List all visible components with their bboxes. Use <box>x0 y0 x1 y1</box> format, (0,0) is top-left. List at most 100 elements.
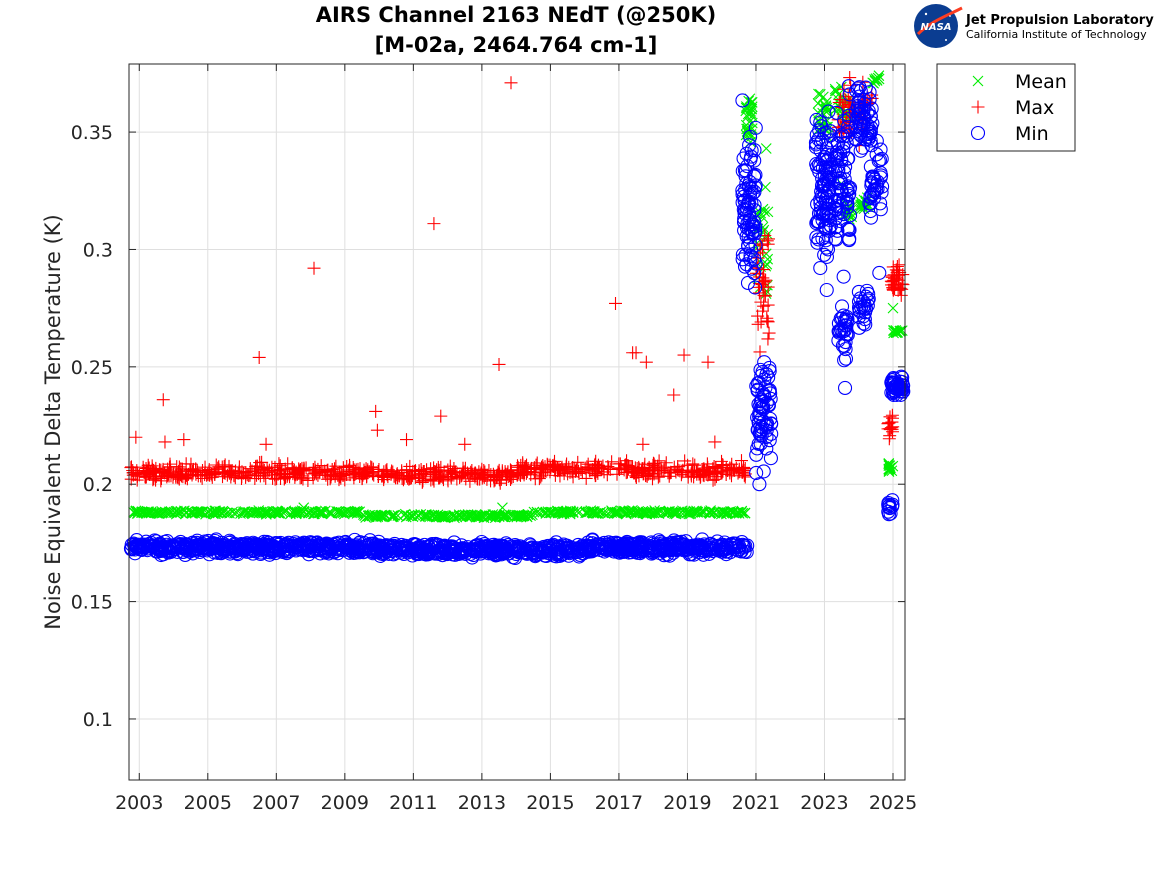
data-point-mean <box>343 506 355 517</box>
data-point-mean <box>645 507 656 519</box>
data-point-max <box>279 470 293 484</box>
y-tick-label: 0.1 <box>83 709 113 731</box>
data-point-mean <box>831 85 842 97</box>
data-point-max <box>417 467 431 481</box>
data-point-mean <box>616 505 627 517</box>
data-point-mean <box>163 507 174 519</box>
data-point-max <box>163 457 177 471</box>
data-point-mean <box>814 88 826 100</box>
data-point-mean <box>497 502 508 514</box>
data-point-max <box>706 473 720 487</box>
data-point-mean <box>398 509 410 521</box>
data-point-max <box>403 471 417 485</box>
data-point-mean <box>402 510 414 522</box>
data-point-mean <box>528 506 540 518</box>
x-tick-label: 2011 <box>389 792 437 814</box>
data-point-mean <box>464 511 476 523</box>
data-point-mean <box>372 511 384 523</box>
data-point-mean <box>888 327 899 339</box>
data-point-max <box>273 459 287 473</box>
data-point-mean <box>221 507 233 519</box>
data-point-max <box>490 470 504 484</box>
legend-mean-label: Mean <box>1015 71 1067 93</box>
data-point-mean <box>571 505 583 517</box>
data-point-mean <box>661 506 673 518</box>
data-point-mean <box>522 509 534 520</box>
data-point-max <box>358 465 372 479</box>
data-point-max <box>493 473 507 487</box>
data-point-mean <box>869 74 880 85</box>
data-point-mean <box>497 511 509 523</box>
data-point-max <box>257 469 271 483</box>
data-point-max <box>334 471 348 485</box>
data-point-max <box>191 465 205 479</box>
x-tick-label: 2007 <box>252 792 300 814</box>
data-point-max <box>495 464 509 478</box>
data-point-max <box>389 471 403 485</box>
data-point-max <box>639 469 653 483</box>
data-point-mean <box>203 506 214 518</box>
data-point-max <box>659 456 673 470</box>
data-point-mean <box>132 505 144 517</box>
data-point-mean <box>857 201 869 213</box>
data-point-mean <box>608 507 620 519</box>
x-tick-label: 2003 <box>115 792 163 814</box>
data-point-mean <box>812 98 824 109</box>
data-point-max <box>161 462 175 476</box>
data-point-mean <box>654 505 666 517</box>
x-tick-label: 2023 <box>800 792 848 814</box>
x-tick-label: 2021 <box>732 792 780 814</box>
data-point-max <box>216 466 230 480</box>
data-point-mean <box>540 506 552 518</box>
data-point-max <box>501 469 515 483</box>
data-point-max <box>436 470 450 484</box>
data-point-max <box>359 466 373 480</box>
data-point-max <box>480 468 494 482</box>
data-marks <box>123 70 911 566</box>
x-tick-label: 2015 <box>526 792 574 814</box>
data-point-max <box>349 463 363 477</box>
data-point-mean <box>640 506 652 518</box>
legend-max-label: Max <box>1015 97 1054 119</box>
data-point-mean <box>479 509 491 520</box>
data-point-mean <box>239 506 251 517</box>
data-point-mean <box>558 507 570 518</box>
data-point-mean <box>502 510 514 522</box>
data-point-max <box>189 464 203 478</box>
data-point-mean <box>304 507 315 518</box>
data-point-mean <box>597 507 609 519</box>
y-tick-label: 0.25 <box>71 357 113 379</box>
data-point-mean <box>486 511 498 522</box>
legend-min-label: Min <box>1015 123 1049 145</box>
data-point-mean <box>387 510 398 522</box>
data-point-max <box>492 467 506 481</box>
org-name: Jet Propulsion Laboratory <box>965 13 1154 28</box>
data-point-max <box>301 473 315 487</box>
data-point-mean <box>332 506 344 518</box>
data-point-max <box>128 467 142 481</box>
data-point-mean <box>884 463 895 475</box>
data-point-mean <box>272 506 284 518</box>
data-point-max <box>462 468 476 482</box>
data-point-mean <box>212 506 223 518</box>
data-point-mean <box>887 302 899 314</box>
data-point-mean <box>166 506 177 518</box>
data-point-max <box>346 460 360 474</box>
data-point-mean <box>453 510 465 522</box>
data-point-max <box>471 472 485 486</box>
data-point-max <box>172 472 186 486</box>
x-tick-label: 2009 <box>321 792 369 814</box>
data-point-max <box>169 469 183 483</box>
plot-area <box>129 64 905 780</box>
data-point-mean <box>267 506 279 517</box>
data-point-max <box>600 468 614 482</box>
data-point-max <box>629 471 643 484</box>
data-point-mean <box>746 123 758 134</box>
data-point-mean <box>884 460 896 472</box>
data-point-max <box>475 462 489 476</box>
data-point-max <box>313 466 327 480</box>
data-point-max <box>280 469 294 483</box>
data-point-max <box>272 457 286 471</box>
data-point-mean <box>759 206 771 218</box>
